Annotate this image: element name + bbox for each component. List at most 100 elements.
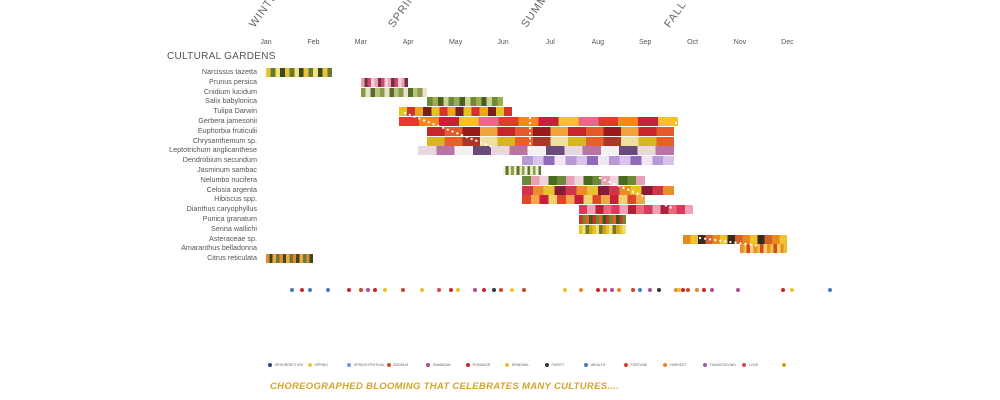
bloom-period-bar (417, 146, 674, 156)
legend-swatch (663, 363, 667, 367)
event-dot (307, 288, 312, 292)
bloom-period-bar (503, 166, 541, 175)
event-dot (674, 288, 678, 292)
bloom-period-bar (427, 97, 503, 107)
event-dot (346, 288, 351, 292)
legend-label: THANKSGIVING (709, 363, 736, 367)
event-dot (681, 288, 686, 292)
event-dot (780, 288, 785, 292)
month-label: Dec (781, 39, 794, 46)
legend-label: RENEWAL (512, 363, 530, 367)
bloom-period-bar (360, 77, 409, 87)
bloom-period-bar (266, 68, 333, 77)
event-dot (647, 288, 652, 292)
plant-name: Tulipa Darwin (213, 106, 257, 116)
legend-label: BUDDHA (393, 363, 409, 367)
month-label: Sep (638, 39, 652, 46)
event-dot (522, 288, 527, 292)
bloom-period-bar (427, 136, 674, 146)
plant-name: Celosia argenta (206, 184, 257, 194)
event-dot (695, 288, 700, 292)
legend-swatch (465, 363, 470, 367)
event-dot (631, 288, 636, 292)
event-dot (290, 288, 295, 292)
legend-swatch (505, 363, 509, 367)
bloom-period-bar (521, 175, 646, 185)
month-label: Aug (591, 39, 605, 46)
plant-name: Gerbera jamesonii (198, 116, 257, 125)
event-dot (437, 288, 441, 292)
month-label: Jan (260, 39, 272, 46)
month-label: Feb (307, 39, 320, 46)
month-label: Mar (354, 39, 367, 46)
legend-swatch (781, 363, 786, 367)
bloom-period-bar (521, 185, 674, 195)
plant-name: Punica granatum (202, 214, 257, 223)
month-label: Jun (497, 39, 509, 46)
legend-swatch (584, 363, 588, 367)
plant-name: Salix babylonica (205, 96, 257, 106)
month-label: Nov (733, 39, 747, 46)
legend-label: RAMADAN (433, 363, 451, 367)
legend-label: PURITY (551, 363, 565, 367)
month-label: Jul (545, 39, 555, 46)
event-dot (491, 288, 496, 292)
event-dot (702, 288, 707, 292)
event-dot (455, 288, 460, 292)
dotted-trend-line (403, 111, 497, 150)
event-dot (325, 288, 330, 292)
plant-name: Prunus persica (209, 76, 257, 86)
event-dot (828, 288, 833, 292)
event-dot (299, 288, 304, 292)
legend-label: WEALTH (591, 363, 606, 367)
legend-label: RESURRECTION (275, 363, 304, 367)
bloom-period-bar (398, 107, 513, 117)
event-dot (472, 288, 477, 292)
plant-name: Senna wallichi (211, 223, 257, 233)
legend-swatch (742, 363, 746, 367)
bloom-period-bar (578, 215, 627, 224)
event-dot (677, 288, 682, 292)
event-dot (420, 288, 425, 292)
bloom-period-bar (683, 234, 788, 244)
legend-label: ROMANCE (472, 363, 491, 367)
event-dot (448, 288, 453, 292)
legend-swatch (623, 363, 628, 367)
dotted-trend-line (598, 176, 674, 210)
event-dot (365, 288, 370, 292)
legend-swatch (702, 363, 707, 367)
plant-name: Citrus reticulata (207, 253, 257, 263)
month-label: Apr (402, 39, 414, 46)
event-dot (498, 288, 503, 292)
event-dot (638, 288, 643, 292)
event-dot (595, 288, 600, 292)
bloom-period-bar (740, 244, 788, 254)
bloom-period-bar (578, 205, 693, 215)
plant-name: Leptotrichum anglicanthese (169, 145, 257, 155)
bloom-period-bar (521, 195, 646, 205)
bloom-period-bar (360, 87, 428, 97)
event-dot (617, 288, 622, 292)
event-dot (562, 288, 567, 292)
legend-swatch (347, 363, 351, 367)
event-dot (358, 288, 363, 292)
event-dot (790, 288, 795, 292)
event-dot (579, 288, 584, 292)
legend-label: HARVEST (670, 363, 687, 367)
event-dot (610, 288, 615, 292)
plant-name: Amaranthus belladonna (181, 243, 257, 253)
legend-swatch (307, 363, 312, 367)
event-dot (373, 288, 378, 292)
plant-name: Dianthus caryophyllus (186, 204, 257, 214)
month-label: Oct (687, 39, 699, 46)
event-dot (510, 288, 515, 292)
plant-name: Nelumbo nucifera (200, 174, 257, 184)
legend-swatch (426, 363, 430, 367)
dotted-trend-line (698, 236, 762, 248)
plant-name: Euphorbia fruticulii (197, 125, 257, 135)
plant-name: Asteraceae sp. (209, 233, 257, 243)
event-dot (382, 288, 387, 292)
event-dot (482, 288, 487, 292)
bloom-period-bar (578, 224, 627, 234)
